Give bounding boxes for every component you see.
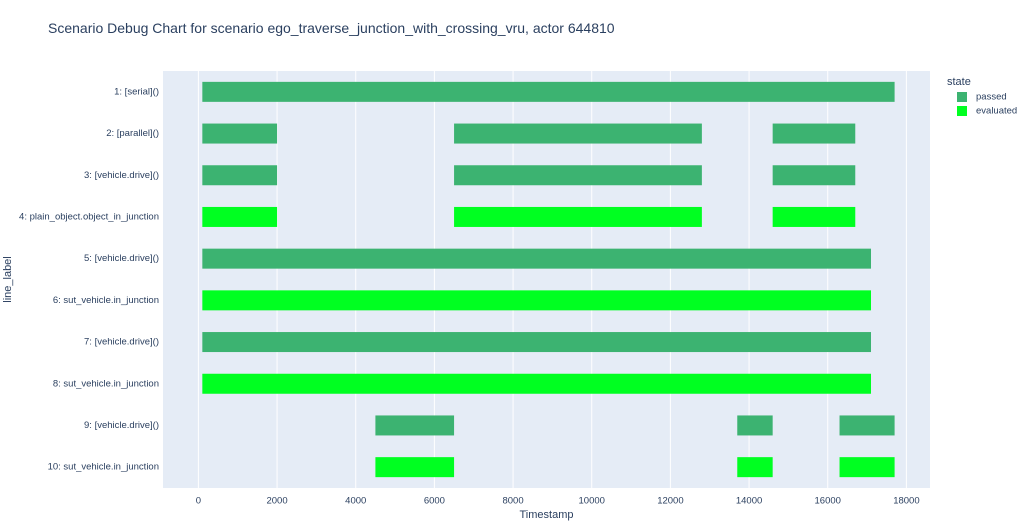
y-tick-label: 6: sut_vehicle.in_junction xyxy=(53,295,159,306)
y-axis-ticks: 1: [serial]() 2: [parallel]() 3: [vehicle.… xyxy=(19,86,159,472)
x-tick-label: 6000 xyxy=(424,495,445,506)
x-tick-label: 8000 xyxy=(502,495,523,506)
x-tick-label: 18000 xyxy=(893,495,919,506)
y-tick-label: 8: sut_vehicle.in_junction xyxy=(53,378,159,389)
bar-evaluated[interactable] xyxy=(737,457,773,478)
bars xyxy=(202,81,895,478)
bar-passed[interactable] xyxy=(202,81,895,102)
y-tick-label: 1: [serial]() xyxy=(114,86,159,97)
x-axis-title: Timestamp xyxy=(520,509,574,521)
x-tick-label: 2000 xyxy=(266,495,287,506)
x-tick-label: 12000 xyxy=(657,495,683,506)
y-axis-title: line_label xyxy=(2,256,14,302)
x-tick-label: 16000 xyxy=(815,495,841,506)
bar-evaluated[interactable] xyxy=(772,206,856,227)
chart-title: Scenario Debug Chart for scenario ego_tr… xyxy=(48,20,615,36)
y-tick-label: 10: sut_vehicle.in_junction xyxy=(48,462,159,473)
x-tick-label: 10000 xyxy=(579,495,605,506)
bar-passed[interactable] xyxy=(454,165,702,186)
x-axis-ticks: 0 2000 4000 6000 8000 10000 12000 14000 16000 180… xyxy=(196,495,920,506)
bar-passed[interactable] xyxy=(772,165,856,186)
y-tick-label: 3: [vehicle.drive]() xyxy=(84,170,159,181)
legend-label-evaluated: evaluated xyxy=(976,106,1017,117)
legend-title: state xyxy=(947,76,971,88)
bar-evaluated[interactable] xyxy=(839,457,895,478)
bar-passed[interactable] xyxy=(202,165,278,186)
x-tick-label: 4000 xyxy=(345,495,366,506)
y-tick-label: 4: plain_object.object_in_junction xyxy=(19,211,159,222)
x-tick-label: 0 xyxy=(196,495,201,506)
bar-evaluated[interactable] xyxy=(202,373,872,394)
bar-passed[interactable] xyxy=(202,332,872,353)
x-tick-label: 14000 xyxy=(736,495,762,506)
bar-passed[interactable] xyxy=(202,248,872,269)
y-tick-label: 7: [vehicle.drive]() xyxy=(84,337,159,348)
bar-passed[interactable] xyxy=(202,123,278,144)
bar-passed[interactable] xyxy=(772,123,856,144)
legend-label-passed: passed xyxy=(976,92,1007,103)
y-tick-label: 5: [vehicle.drive]() xyxy=(84,253,159,264)
bar-evaluated[interactable] xyxy=(202,206,278,227)
y-tick-label: 9: [vehicle.drive]() xyxy=(84,420,159,431)
legend-swatch-passed xyxy=(957,92,967,102)
y-tick-label: 2: [parallel]() xyxy=(106,128,159,139)
legend[interactable]: state passed evaluated xyxy=(947,76,1017,117)
bar-passed[interactable] xyxy=(454,123,702,144)
bar-passed[interactable] xyxy=(737,415,773,436)
legend-swatch-evaluated xyxy=(957,106,967,116)
bar-passed[interactable] xyxy=(375,415,455,436)
bar-passed[interactable] xyxy=(839,415,895,436)
bar-evaluated[interactable] xyxy=(202,290,872,311)
bar-evaluated[interactable] xyxy=(375,457,455,478)
bar-evaluated[interactable] xyxy=(454,206,702,227)
